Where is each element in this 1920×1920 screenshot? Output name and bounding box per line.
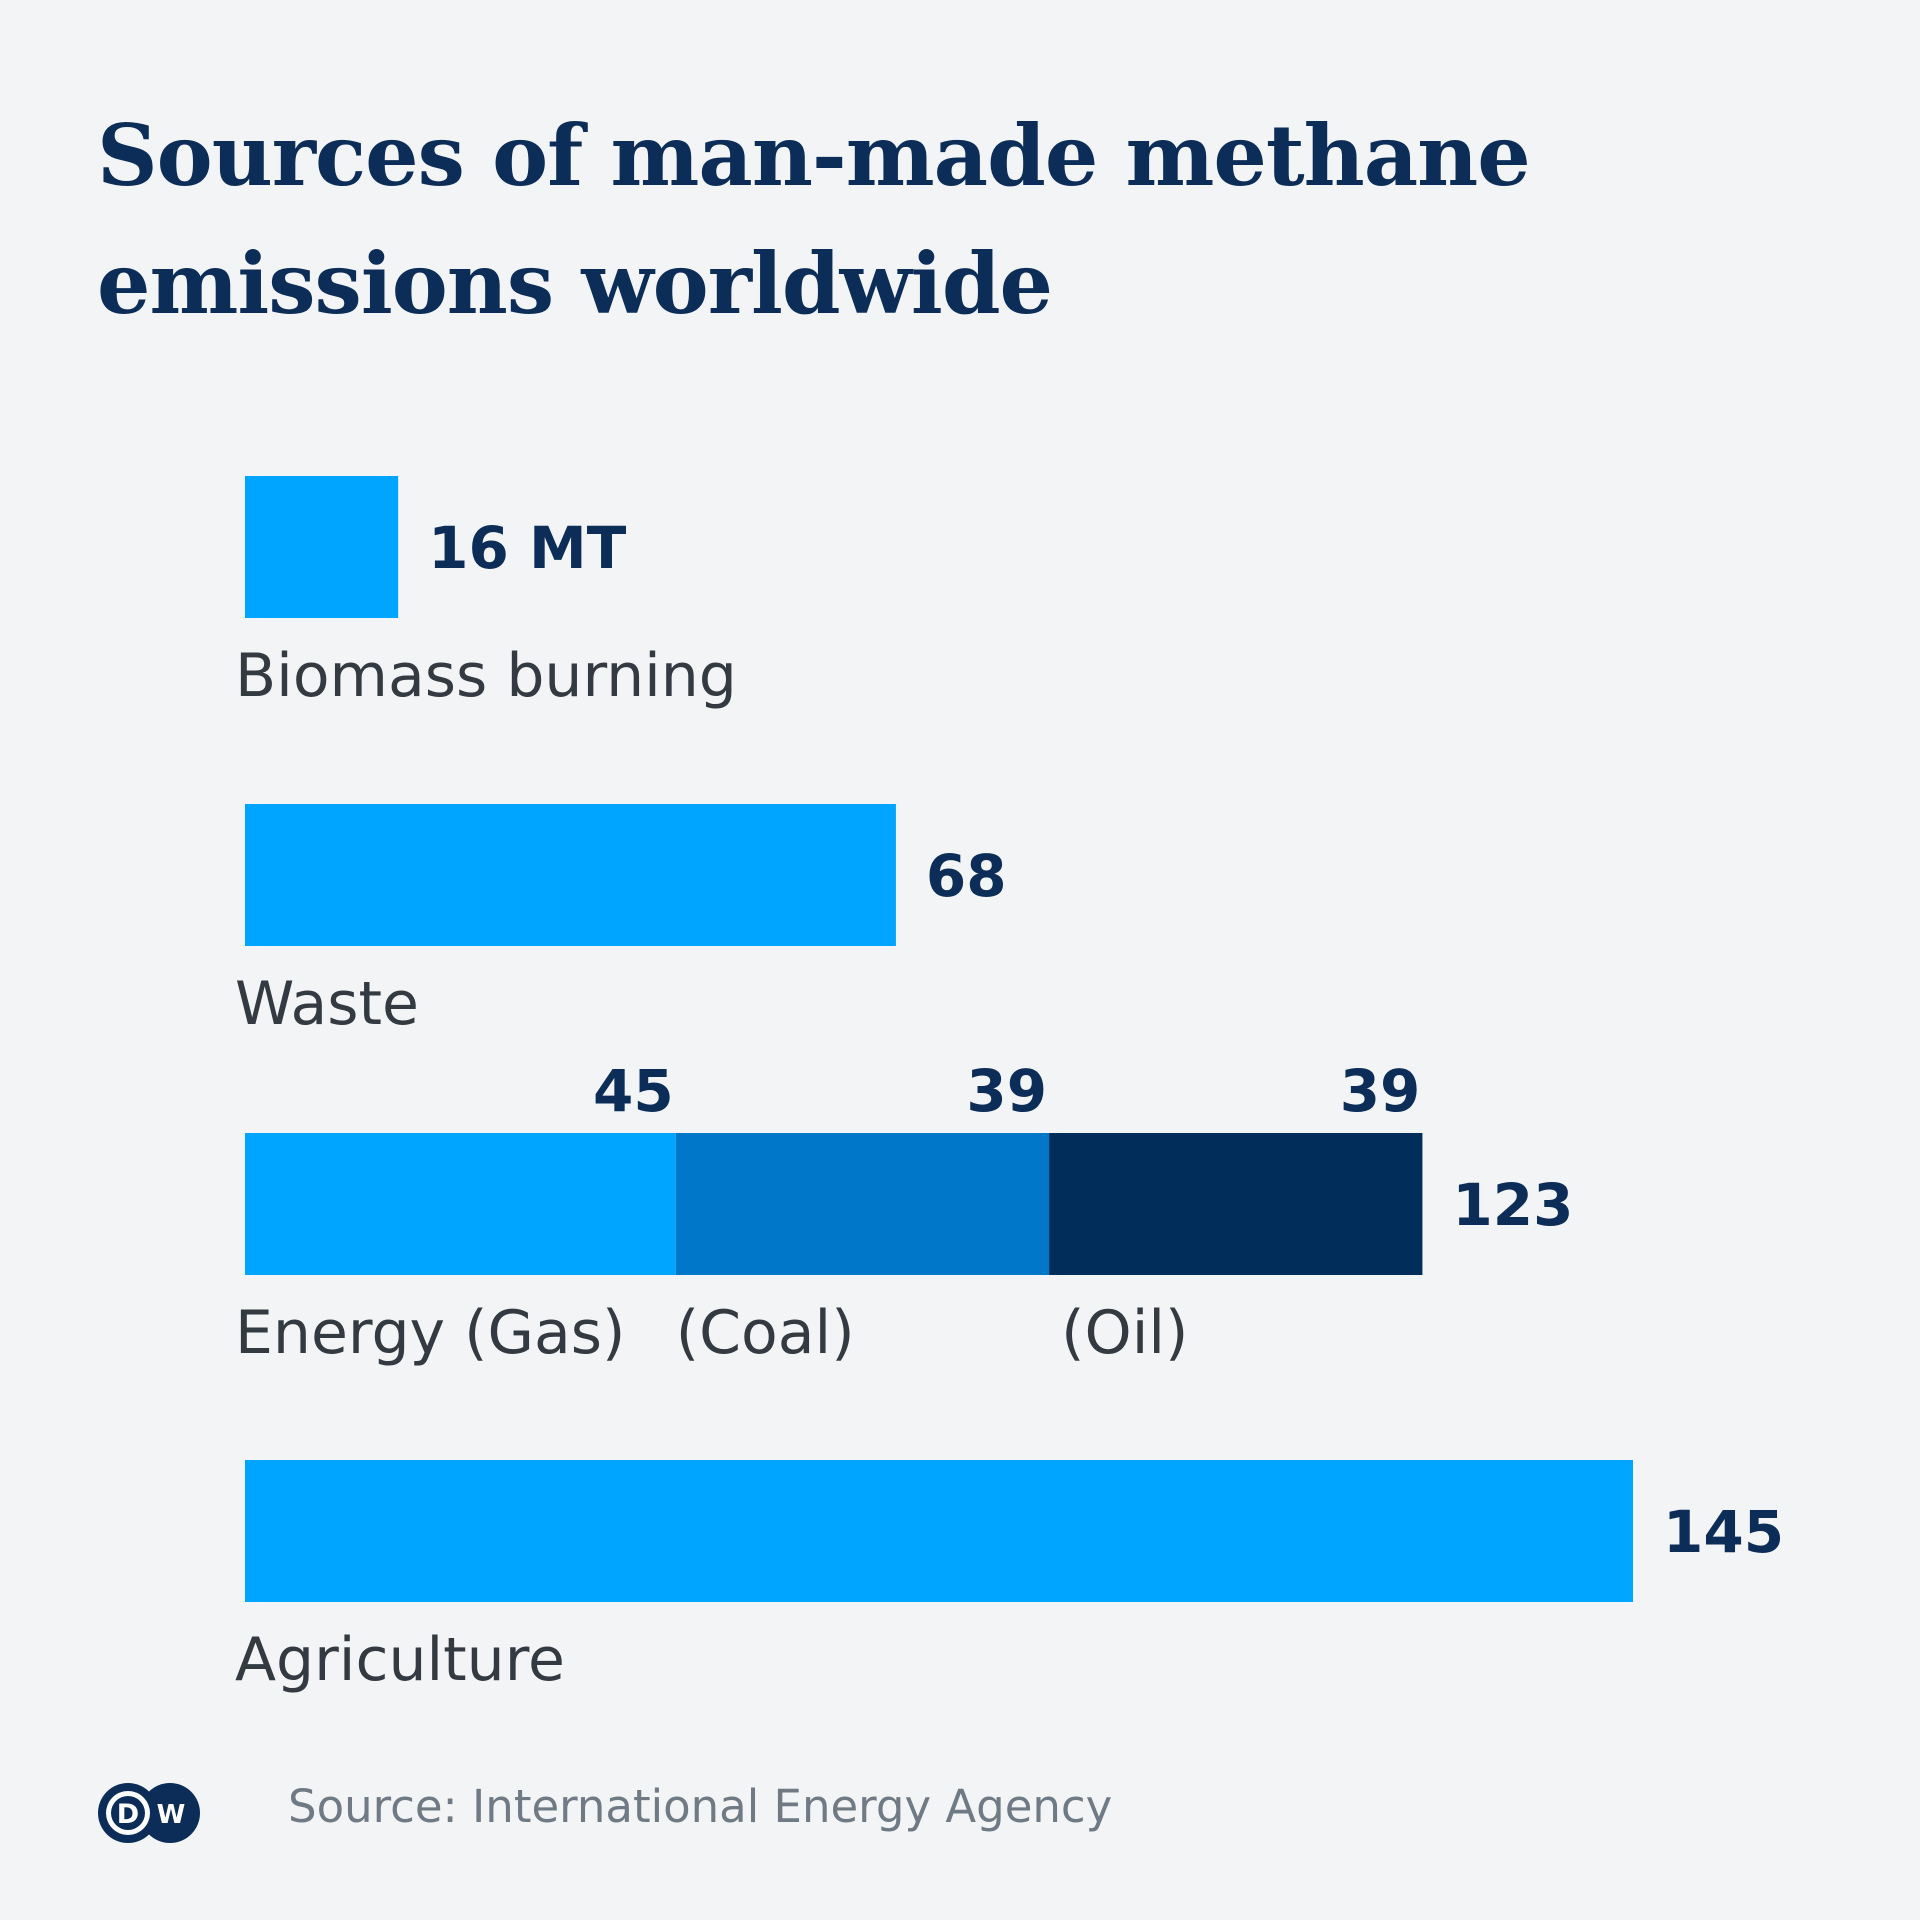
bar-segment <box>675 1133 1050 1275</box>
segment-value-label: 39 <box>966 1057 1047 1125</box>
segment-value-label: 45 <box>593 1057 674 1125</box>
category-label: Energy (Gas) <box>235 1298 625 1368</box>
segment-category-label: (Oil) <box>1061 1298 1188 1368</box>
category-label: Biomass burning <box>235 641 737 711</box>
bar-segment <box>1049 1133 1423 1275</box>
bar-segment <box>245 1460 1633 1602</box>
bar-segment <box>245 1133 676 1275</box>
bar-total-label: 68 <box>926 842 1007 910</box>
chart-title: Sources of man-made methane emissions wo… <box>97 106 1531 333</box>
svg-text:W: W <box>157 1800 186 1830</box>
source-note: Source: International Energy Agency <box>288 1780 1113 1833</box>
bar-total-label: 123 <box>1452 1171 1573 1239</box>
dw-logo: D W <box>98 1783 200 1843</box>
category-label: Waste <box>235 969 419 1039</box>
svg-text:D: D <box>117 1799 139 1830</box>
bar-segment <box>245 476 399 618</box>
bar-total-label: 16 MT <box>428 514 627 582</box>
category-label: Agriculture <box>235 1625 565 1695</box>
segment-value-label: 39 <box>1340 1057 1421 1125</box>
bar-segment <box>245 804 896 946</box>
bar-total-label: 145 <box>1663 1498 1784 1566</box>
segment-category-label: (Coal) <box>676 1298 855 1368</box>
